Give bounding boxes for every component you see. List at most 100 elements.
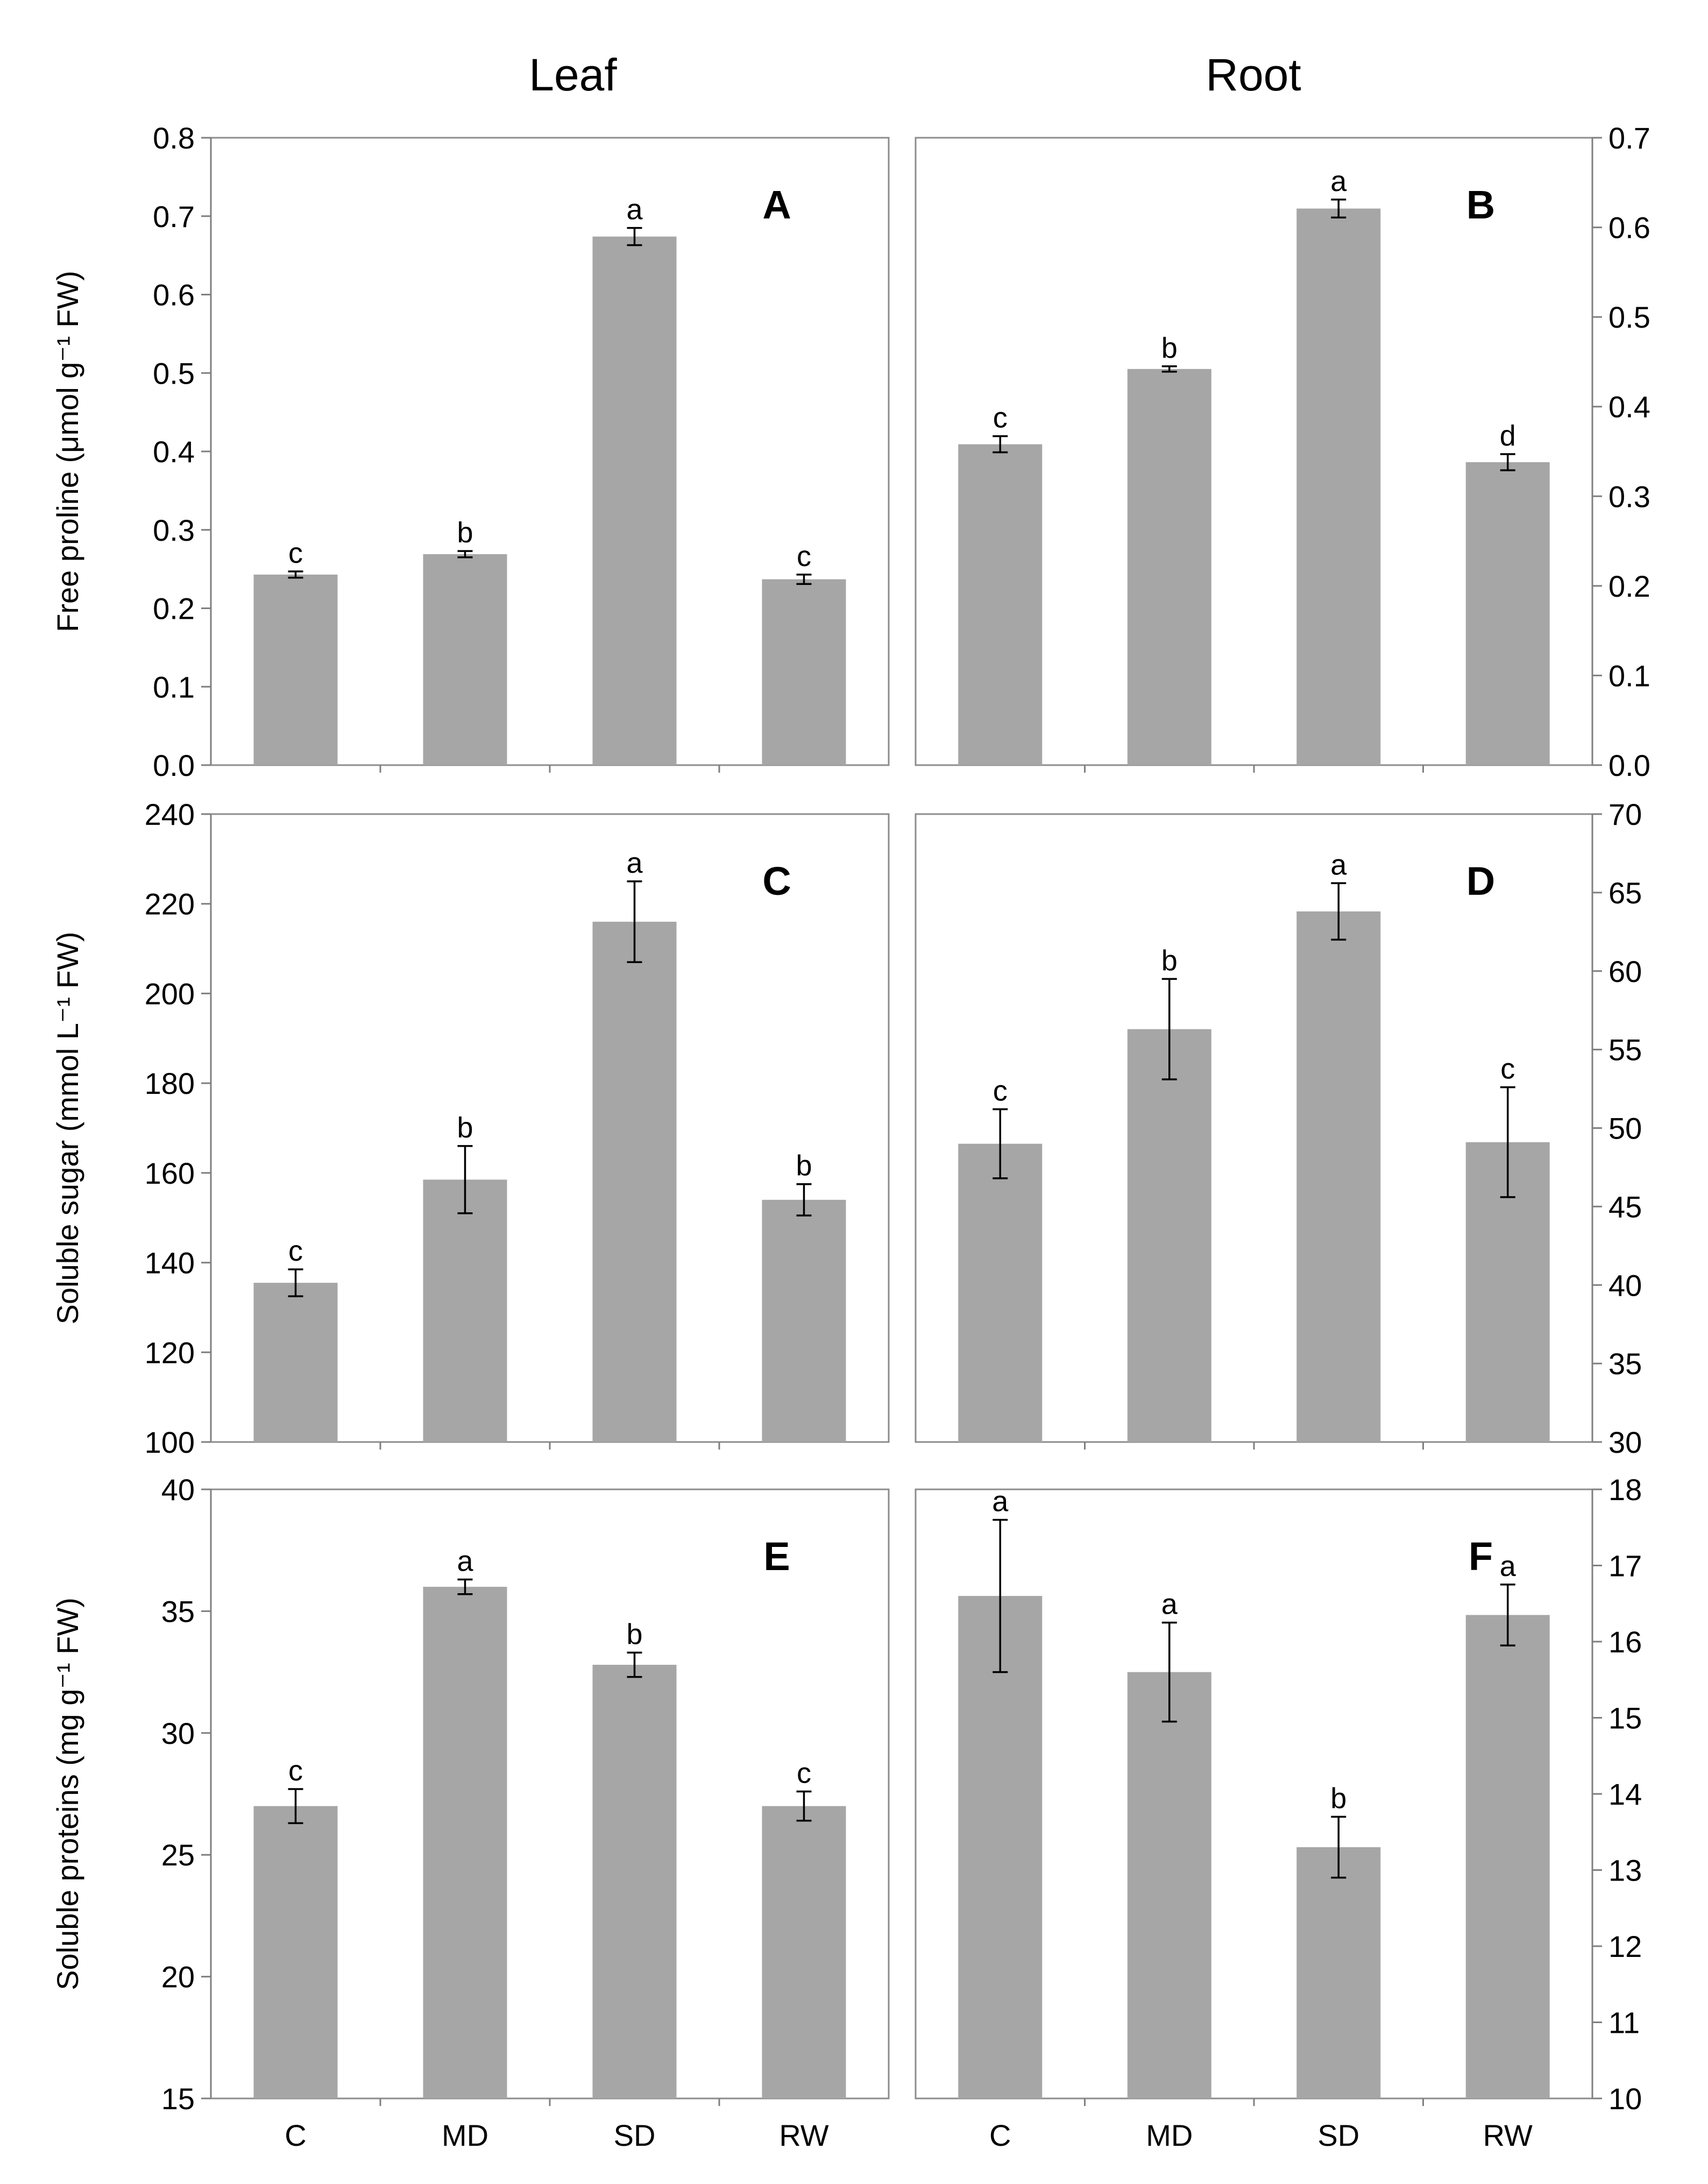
bar-c [958, 1596, 1043, 2098]
significance-letter: a [1330, 165, 1347, 197]
bar-rw [1465, 462, 1550, 765]
y-tick-label: 0.2 [1608, 569, 1650, 603]
bar-sd [592, 1665, 677, 2098]
significance-letter: b [1161, 944, 1178, 977]
x-category-label: C [285, 2118, 306, 2152]
y-tick-label: 140 [145, 1246, 195, 1280]
y-tick-label: 60 [1608, 955, 1642, 988]
x-category-label: SD [614, 2118, 656, 2152]
significance-letter: c [288, 1235, 303, 1267]
y-tick-label: 40 [161, 1473, 195, 1507]
y-tick-label: 120 [145, 1335, 195, 1369]
significance-letter: c [1500, 1053, 1515, 1085]
y-tick-label: 20 [161, 1960, 195, 1994]
significance-letter: c [993, 1075, 1008, 1107]
y-axis-title: Soluble proteins (mg g⁻¹ FW) [51, 1598, 84, 1990]
y-tick-label: 13 [1608, 1854, 1642, 1888]
y-axis-title: Soluble sugar (mmol L⁻¹ FW) [51, 932, 84, 1325]
significance-letter: b [1161, 332, 1178, 364]
y-tick-label: 17 [1608, 1549, 1642, 1583]
y-tick-label: 12 [1608, 1929, 1642, 1963]
bar-md [1127, 369, 1211, 765]
bar-md [423, 1587, 507, 2098]
bar-sd [1296, 208, 1381, 765]
significance-letter: a [1161, 1588, 1178, 1621]
bar-sd [592, 922, 677, 1442]
y-tick-label: 0.2 [153, 592, 195, 626]
y-tick-label: 200 [145, 977, 195, 1010]
y-tick-label: 240 [145, 797, 195, 831]
y-tick-label: 40 [1608, 1268, 1642, 1302]
significance-letter: c [288, 1755, 303, 1787]
y-tick-label: 0.7 [1608, 121, 1650, 155]
significance-letter: a [1330, 849, 1347, 881]
significance-letter: b [626, 1618, 642, 1650]
panel-c: 100 120 140 160 180 200 220 240 c b a b C Soluble sug… [51, 797, 890, 1459]
y-tick-label: 180 [145, 1066, 195, 1100]
y-tick-label: 18 [1608, 1473, 1642, 1507]
y-tick-label: 0.5 [153, 356, 195, 390]
y-tick-label: 0.0 [153, 748, 195, 782]
y-tick-label: 0.0 [1608, 748, 1650, 782]
bar-rw [762, 1806, 846, 2098]
x-category-label: MD [442, 2118, 488, 2152]
significance-letter: a [457, 1545, 473, 1578]
bar-md [1127, 1672, 1211, 2098]
y-tick-label: 35 [161, 1594, 195, 1628]
bar-sd [1296, 1847, 1381, 2098]
significance-letter: a [992, 1486, 1009, 1518]
y-tick-label: 14 [1608, 1777, 1642, 1811]
panel-a: 0.0 0.1 0.2 0.3 0.4 0.5 0.6 0.7 0.8 c b a c A Free pro… [51, 121, 890, 782]
y-tick-label: 0.1 [1608, 659, 1650, 692]
y-tick-label: 10 [1608, 2082, 1642, 2116]
y-axis-title: Free proline (μmol g⁻¹ FW) [51, 271, 84, 632]
y-tick-label: 0.4 [1608, 390, 1650, 424]
significance-letter: c [797, 1757, 811, 1789]
y-tick-label: 30 [1608, 1425, 1642, 1459]
y-tick-label: 65 [1608, 876, 1642, 910]
y-tick-label: 50 [1608, 1112, 1642, 1146]
y-tick-label: 35 [1608, 1347, 1642, 1381]
y-tick-label: 0.5 [1608, 300, 1650, 334]
y-tick-label: 100 [145, 1425, 195, 1459]
y-tick-label: 0.6 [1608, 211, 1650, 245]
significance-letter: d [1500, 420, 1516, 452]
panel-letter: A [762, 182, 791, 227]
panel-letter: B [1466, 182, 1495, 227]
significance-letter: b [457, 517, 473, 549]
significance-letter: a [1500, 1550, 1516, 1582]
bar-md [423, 554, 507, 765]
x-category-label: RW [779, 2118, 828, 2152]
y-tick-label: 0.6 [153, 278, 195, 312]
panel-letter: C [762, 859, 791, 903]
bar-c [253, 1283, 338, 1442]
panel-d: 30 35 40 45 50 55 60 65 70 c b a c D [915, 797, 1642, 1459]
bar-rw [1465, 1615, 1550, 2098]
y-tick-label: 220 [145, 887, 195, 921]
bar-rw [762, 579, 846, 765]
panels: 0.0 0.1 0.2 0.3 0.4 0.5 0.6 0.7 0.8 c b a c A Free pro… [51, 121, 1650, 2152]
y-tick-label: 0.3 [153, 513, 195, 547]
bar-c [958, 444, 1043, 765]
x-category-label: RW [1483, 2118, 1533, 2152]
bar-rw [762, 1199, 846, 1442]
significance-letter: b [1330, 1782, 1346, 1814]
y-tick-label: 0.4 [153, 435, 195, 469]
significance-letter: a [626, 194, 643, 226]
y-tick-label: 25 [161, 1838, 195, 1872]
bar-md [1127, 1029, 1211, 1442]
bar-c [253, 574, 338, 765]
panel-letter: E [763, 1534, 790, 1579]
x-category-label: C [989, 2118, 1011, 2152]
significance-letter: c [993, 402, 1008, 434]
y-tick-label: 11 [1608, 2006, 1640, 2040]
bar-c [253, 1806, 338, 2098]
y-tick-label: 0.1 [153, 670, 195, 704]
y-tick-label: 45 [1608, 1190, 1642, 1224]
bar-c [958, 1143, 1043, 1442]
bar-sd [592, 236, 677, 765]
significance-letter: b [796, 1150, 812, 1182]
bar-sd [1296, 911, 1381, 1442]
